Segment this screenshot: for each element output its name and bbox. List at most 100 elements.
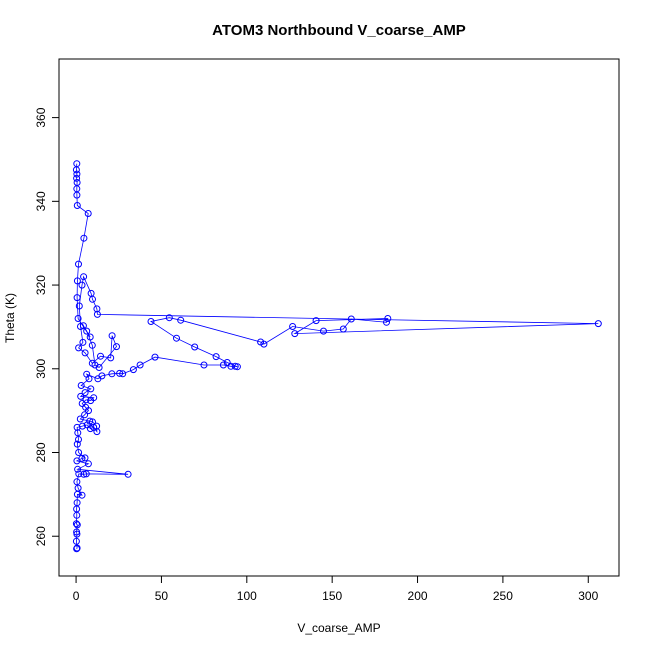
y-tick-label: 360 <box>34 107 48 127</box>
data-point <box>289 323 297 330</box>
data-point <box>200 361 208 369</box>
y-tick-label: 300 <box>34 358 48 378</box>
data-point <box>78 491 86 499</box>
data-point <box>72 537 80 545</box>
data-point <box>129 366 137 374</box>
data-point <box>151 353 159 361</box>
y-axis: 260 280 300 320 340 360 <box>34 107 60 546</box>
data-point <box>73 294 81 302</box>
data-point <box>75 302 83 310</box>
x-tick-label: 50 <box>155 589 169 603</box>
data-point <box>86 425 94 433</box>
data-point <box>177 316 185 324</box>
data-point <box>84 460 92 468</box>
data-point <box>233 363 241 371</box>
data-point <box>73 544 81 552</box>
data-point <box>87 289 95 297</box>
data-point <box>312 317 320 325</box>
y-axis-label: Theta (K) <box>3 293 17 343</box>
data-point <box>74 465 82 473</box>
data-point <box>93 422 101 430</box>
data-point <box>75 449 83 456</box>
data-point <box>73 440 81 448</box>
data-point <box>84 210 92 217</box>
data-point <box>98 372 106 380</box>
data-point <box>136 361 144 369</box>
data-point <box>227 362 235 370</box>
data-point <box>73 160 81 168</box>
data-point <box>80 234 88 242</box>
data-point <box>77 323 84 330</box>
data-point <box>80 273 88 281</box>
x-axis: 0 50 100 150 200 250 300 <box>73 575 599 603</box>
series-points <box>72 160 602 553</box>
series-connector <box>75 163 599 550</box>
x-tick-label: 250 <box>493 589 513 603</box>
data-point <box>223 359 231 366</box>
data-point <box>72 520 80 528</box>
data-point <box>93 305 101 313</box>
data-point <box>79 322 87 330</box>
data-point <box>74 484 82 492</box>
data-point <box>91 361 99 369</box>
data-point <box>81 411 89 419</box>
data-point <box>291 330 299 338</box>
data-point <box>108 370 116 378</box>
data-point <box>78 281 86 289</box>
data-point <box>347 315 355 323</box>
data-point <box>124 470 132 478</box>
data-point <box>173 334 180 342</box>
data-point <box>108 332 116 340</box>
data-point <box>78 454 86 462</box>
data-point <box>191 343 199 351</box>
data-point <box>75 344 83 352</box>
series-line <box>75 163 599 550</box>
data-point <box>79 338 87 346</box>
data-point <box>89 418 96 426</box>
data-point <box>81 454 89 462</box>
data-point <box>74 429 82 437</box>
data-point <box>88 341 96 349</box>
data-point <box>97 352 104 360</box>
data-point <box>113 343 120 351</box>
data-point <box>80 470 88 478</box>
data-point <box>73 179 81 186</box>
data-point <box>73 499 81 507</box>
data-point <box>73 478 81 486</box>
y-tick-label: 340 <box>34 191 48 211</box>
y-tick-label: 320 <box>34 275 48 295</box>
data-point <box>73 521 81 529</box>
data-point <box>86 417 94 425</box>
chart-title: ATOM3 Northbound V_coarse_AMP <box>212 22 466 39</box>
data-point <box>73 528 81 536</box>
data-point <box>147 318 155 325</box>
data-point <box>116 369 124 377</box>
data-point <box>339 325 347 333</box>
data-point <box>81 349 89 357</box>
data-point <box>107 354 115 362</box>
data-point <box>75 260 82 268</box>
data-point <box>86 333 94 341</box>
data-point <box>76 415 84 423</box>
data-point <box>77 382 85 389</box>
data-point <box>90 394 98 402</box>
y-tick-label: 260 <box>34 526 48 546</box>
data-point <box>165 314 173 322</box>
data-point <box>384 315 392 322</box>
data-point <box>212 353 220 361</box>
data-point <box>82 396 90 404</box>
data-point <box>83 370 91 378</box>
x-tick-label: 300 <box>578 589 598 603</box>
x-axis-label: V_coarse_AMP <box>297 621 380 635</box>
data-point <box>74 315 82 322</box>
data-point <box>77 392 85 400</box>
x-tick-label: 0 <box>73 589 80 603</box>
data-point <box>81 389 89 397</box>
data-point <box>78 400 86 407</box>
data-point <box>73 170 81 178</box>
x-tick-label: 150 <box>322 589 342 603</box>
data-point <box>87 385 95 393</box>
data-point <box>82 470 90 478</box>
data-point <box>320 327 327 335</box>
